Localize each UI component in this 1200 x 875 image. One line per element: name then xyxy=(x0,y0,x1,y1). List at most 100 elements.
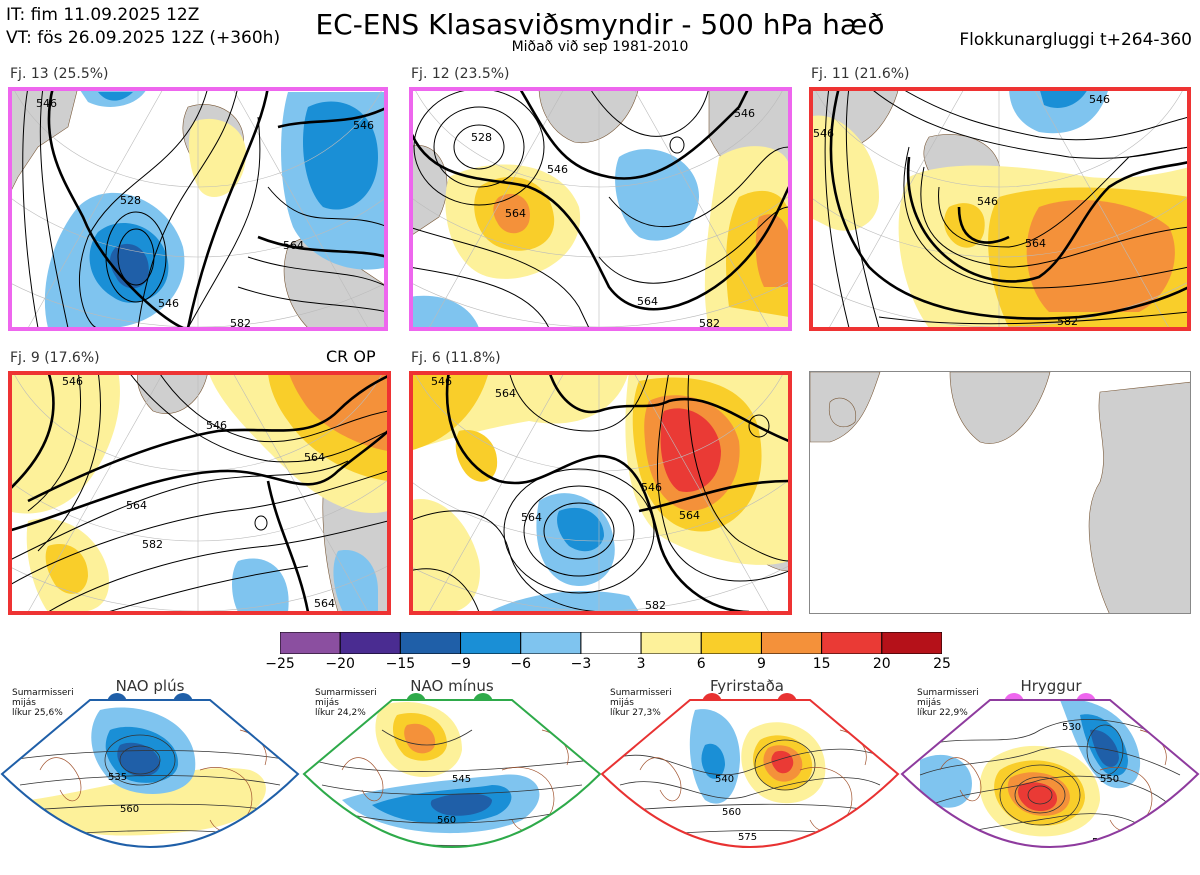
regime-season: Sumarmisseri xyxy=(12,688,74,698)
regime-probability: líkur 22,9% xyxy=(917,708,968,718)
contour-label: 546 xyxy=(62,375,83,388)
contour-label: 582 xyxy=(230,317,251,328)
regime-map-ridge: 530 550 575 xyxy=(900,690,1200,875)
cluster-map-12: 528 546 564 546 564 582 xyxy=(409,87,789,328)
cluster-label-13: Fj. 13 (25.5%) xyxy=(10,66,109,82)
contour-label: 546 xyxy=(547,163,568,176)
contour-label: 575 xyxy=(447,850,466,861)
colorbar-swatch xyxy=(700,631,762,655)
colorbar-tick-label: −9 xyxy=(450,656,471,672)
colorbar-tick-label: −20 xyxy=(325,656,355,672)
contour-label: 560 xyxy=(437,815,456,826)
colorbar-tick-label: 25 xyxy=(933,656,951,672)
colorbar-swatches xyxy=(279,631,943,655)
contour-label: 546 xyxy=(977,195,998,208)
cluster-map-11: 546 546 564 582 546 xyxy=(809,87,1189,328)
regime-probability: líkur 24,2% xyxy=(315,708,366,718)
contour-label: 546 xyxy=(641,481,662,494)
contour-label: 582 xyxy=(142,538,163,551)
regime-stat-ridge: Sumarmisseri mijás líkur 22,9% xyxy=(917,688,979,718)
regime-probability: líkur 25,6% xyxy=(12,708,63,718)
contour-label: 535 xyxy=(108,772,127,783)
contour-label: 560 xyxy=(722,807,741,818)
contour-label: 564 xyxy=(314,597,335,610)
regime-season: Sumarmisseri xyxy=(610,688,672,698)
contour-label: 575 xyxy=(738,832,757,843)
contour-label: 564 xyxy=(1025,237,1046,250)
regime-map-blocking: 540 560 575 xyxy=(600,690,900,875)
regime-stat-nao-minus: Sumarmisseri mijás líkur 24,2% xyxy=(315,688,377,718)
colorbar-swatch xyxy=(339,631,401,655)
colorbar-swatch xyxy=(399,631,462,655)
regime-mean: mijás xyxy=(315,698,339,708)
contour-label: 546 xyxy=(36,97,57,110)
regime-mean: mijás xyxy=(917,698,941,708)
regime-season: Sumarmisseri xyxy=(315,688,377,698)
contour-label: 564 xyxy=(283,239,304,252)
colorbar-swatch xyxy=(760,631,823,655)
colorbar-tick-label: −15 xyxy=(385,656,416,672)
contour-label: 545 xyxy=(452,774,471,785)
regime-title-nao-plus: NAO plús xyxy=(115,677,185,695)
cluster-map-13: 546 528 546 564 582 546 xyxy=(8,87,388,328)
colorbar-tick-label: −25 xyxy=(265,656,295,672)
contour-label: 546 xyxy=(1089,93,1110,106)
regime-title-blocking: Fyrirstaða xyxy=(710,677,784,695)
contour-label: 582 xyxy=(1057,315,1078,328)
regime-probability: líkur 27,3% xyxy=(610,708,661,718)
contour-label: 564 xyxy=(505,207,526,220)
regime-mean: mijás xyxy=(12,698,36,708)
cluster-label-12: Fj. 12 (23.5%) xyxy=(411,66,510,82)
contour-label: 528 xyxy=(120,194,141,207)
contour-label: 564 xyxy=(304,451,325,464)
contour-label: 560 xyxy=(120,804,139,815)
colorbar-swatch xyxy=(821,631,883,655)
contour-label: 546 xyxy=(431,375,452,388)
colorbar-swatch xyxy=(460,631,522,655)
regime-season: Sumarmisseri xyxy=(917,688,979,698)
colorbar-tick-label: −6 xyxy=(510,656,532,672)
page-subtitle: Miðað við sep 1981-2010 xyxy=(511,39,689,55)
contour-label: 564 xyxy=(521,511,542,524)
page-title: EC-ENS Klasasviðsmyndir - 500 hPa hæð xyxy=(315,8,885,41)
cluster-label-6: Fj. 6 (11.8%) xyxy=(411,350,501,366)
colorbar-swatch xyxy=(580,631,642,655)
colorbar-swatch xyxy=(279,631,341,655)
contour-label: 546 xyxy=(206,419,227,432)
colorbar-tick-label: −3 xyxy=(570,656,592,672)
contour-label: 564 xyxy=(126,499,147,512)
colorbar-tick-label: 3 xyxy=(636,656,646,672)
colorbar-tick-label: 15 xyxy=(812,656,831,672)
colorbar-swatch xyxy=(640,631,702,655)
regime-title-ridge: Hryggur xyxy=(1020,677,1082,695)
contour-label: 582 xyxy=(699,317,720,328)
contour-label: 546 xyxy=(353,119,374,132)
valid-time: VT: fös 26.09.2025 12Z (+360h) xyxy=(6,28,281,48)
initial-time: IT: fim 11.09.2025 12Z xyxy=(6,5,200,25)
cluster-label-9: Fj. 9 (17.6%) xyxy=(10,350,100,366)
regime-mean: mijás xyxy=(610,698,634,708)
cluster-map-6: 546 564 564 546 564 582 xyxy=(409,371,789,612)
cluster-map-9: 546 546 564 582 564 564 xyxy=(8,371,388,612)
colorbar xyxy=(279,631,943,655)
colorbar-tick-label: 20 xyxy=(872,656,891,672)
regime-map-nao-minus: 545 560 575 xyxy=(302,690,602,875)
colorbar-swatch xyxy=(520,631,582,655)
contour-label: 546 xyxy=(734,107,755,120)
regime-stat-blocking: Sumarmisseri mijás líkur 27,3% xyxy=(610,688,672,718)
contour-label: 530 xyxy=(1062,722,1081,733)
contour-label: 582 xyxy=(645,599,666,612)
contour-label: 564 xyxy=(637,295,658,308)
contour-label: 540 xyxy=(715,774,734,785)
colorbar-tick-label: 6 xyxy=(696,656,706,672)
regime-title-nao-minus: NAO mínus xyxy=(410,677,494,695)
header-times: IT: fim 11.09.2025 12Z VT: fös 26.09.202… xyxy=(6,4,280,50)
blank-map xyxy=(809,371,1191,614)
control-run-note: CR OP xyxy=(326,347,376,366)
colorbar-swatch xyxy=(881,631,943,655)
contour-label: 564 xyxy=(495,387,516,400)
contour-label: 546 xyxy=(813,127,834,140)
contour-label: 528 xyxy=(471,131,492,144)
contour-label: 564 xyxy=(679,509,700,522)
contour-label: 546 xyxy=(158,297,179,310)
